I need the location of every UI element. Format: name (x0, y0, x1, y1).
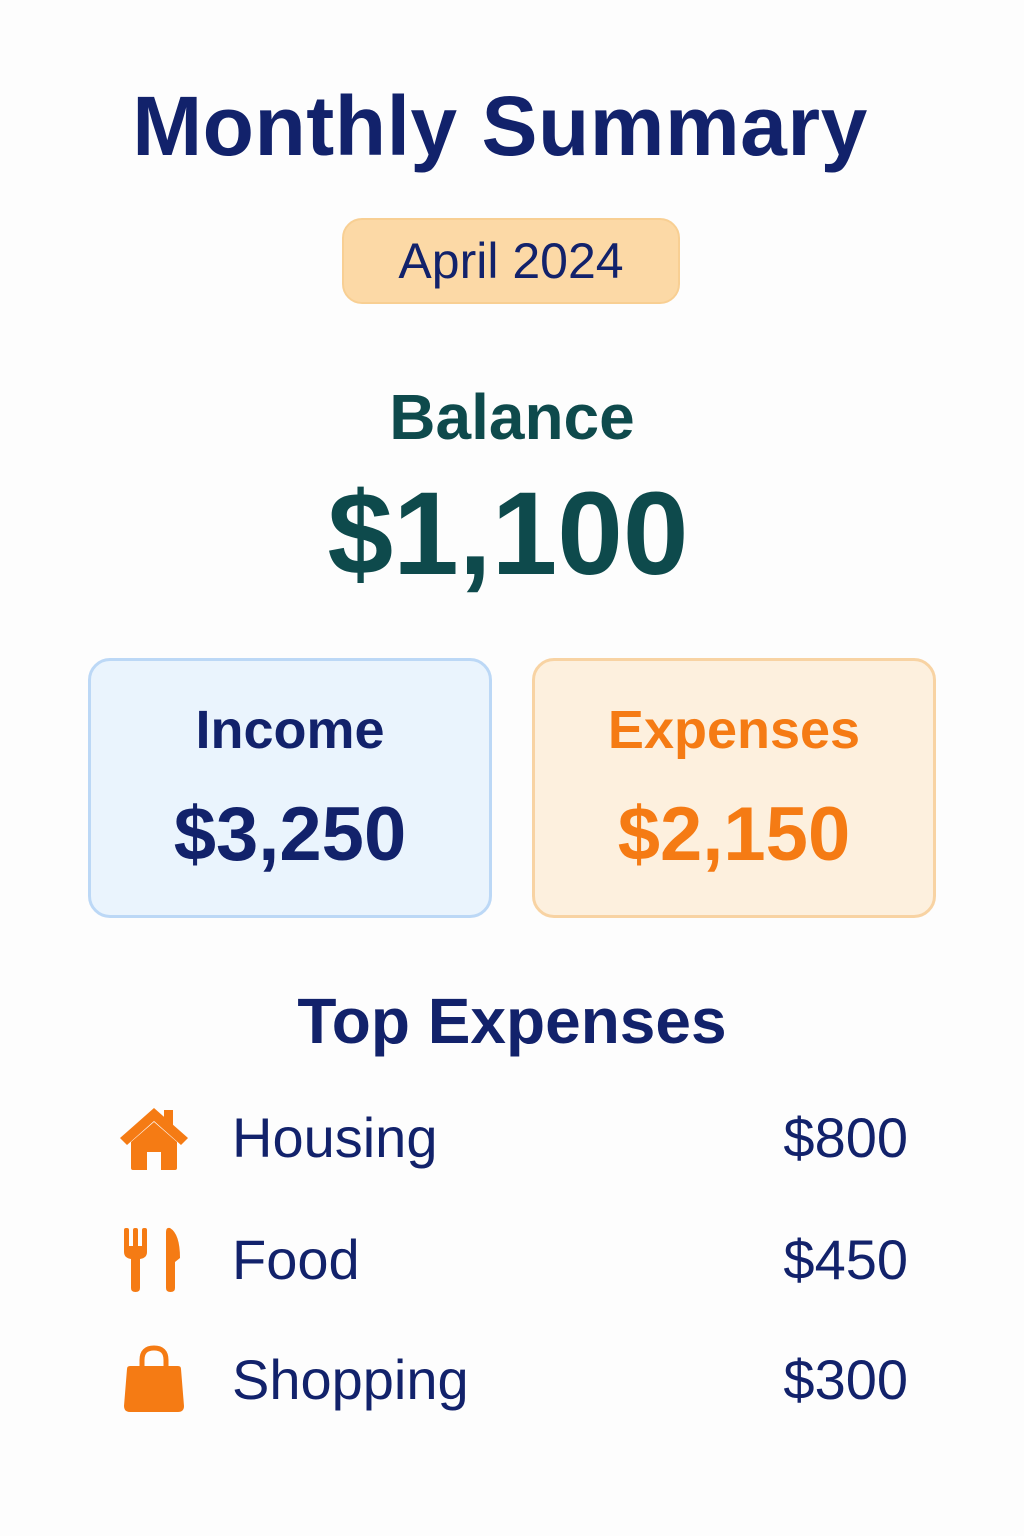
expense-row-shopping[interactable]: Shopping $300 (118, 1340, 908, 1420)
expense-label-food: Food (232, 1228, 360, 1291)
balance-label: Balance (389, 381, 635, 453)
expense-row-food[interactable]: Food $450 (118, 1220, 908, 1300)
page-title: Monthly Summary (132, 79, 868, 173)
expenses-card[interactable]: Expenses $2,150 (532, 658, 936, 918)
expense-label-shopping: Shopping (232, 1348, 469, 1411)
income-card[interactable]: Income $3,250 (88, 658, 492, 918)
top-expenses-title: Top Expenses (297, 985, 727, 1057)
house-icon (118, 1102, 190, 1172)
income-value: $3,250 (173, 792, 407, 877)
shopping-bag-icon (118, 1344, 190, 1414)
expense-value-housing: $800 (783, 1106, 908, 1169)
month-selector[interactable]: April 2024 (342, 218, 680, 304)
expense-label-housing: Housing (232, 1106, 438, 1169)
expense-value-shopping: $300 (783, 1348, 908, 1411)
fork-knife-icon (118, 1224, 190, 1294)
balance-value: $1,100 (327, 468, 689, 600)
expense-row-housing[interactable]: Housing $800 (118, 1098, 908, 1178)
income-label: Income (195, 700, 385, 760)
expenses-value: $2,150 (617, 792, 851, 877)
month-label: April 2024 (398, 233, 624, 289)
expense-value-food: $450 (783, 1228, 908, 1291)
expenses-label: Expenses (607, 700, 861, 760)
